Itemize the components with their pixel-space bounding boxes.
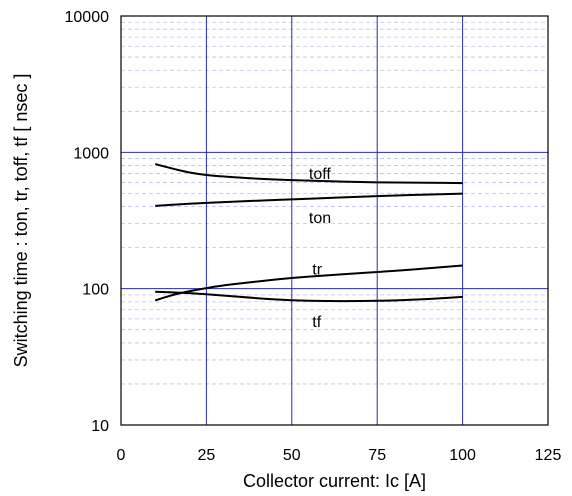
x-tick-label: 100 [449, 447, 476, 464]
y-tick-labels: 10 100 1000 10000 [65, 9, 110, 435]
y-tick-label: 100 [82, 282, 109, 299]
x-tick-labels: 0 25 50 75 100 125 [117, 447, 562, 464]
x-tick-label: 25 [198, 447, 216, 464]
series-line-tf [155, 290, 463, 303]
series-label-tf: tf [312, 314, 321, 331]
x-axis-title: Collector current: Ic [A] [243, 471, 426, 491]
major-grid [121, 16, 548, 425]
series-label-tr: tr [312, 262, 322, 279]
y-tick-label: 1000 [73, 145, 109, 162]
series-lines [154, 163, 463, 303]
series-line-ton [155, 192, 463, 207]
x-tick-label: 75 [368, 447, 386, 464]
x-tick-label: 50 [283, 447, 301, 464]
series-line-toff [154, 163, 463, 185]
series-labels: toff ton tr tf [309, 166, 332, 331]
y-axis-title: Switching time : ton, tr, toff, tf [ nse… [11, 74, 31, 368]
series-label-ton: ton [309, 210, 331, 227]
y-tick-label: 10000 [65, 9, 110, 26]
x-tick-label: 125 [535, 447, 562, 464]
plot-frame [120, 15, 549, 426]
x-tick-label: 0 [117, 447, 126, 464]
series-label-toff: toff [309, 166, 332, 183]
y-tick-label: 10 [91, 418, 109, 435]
